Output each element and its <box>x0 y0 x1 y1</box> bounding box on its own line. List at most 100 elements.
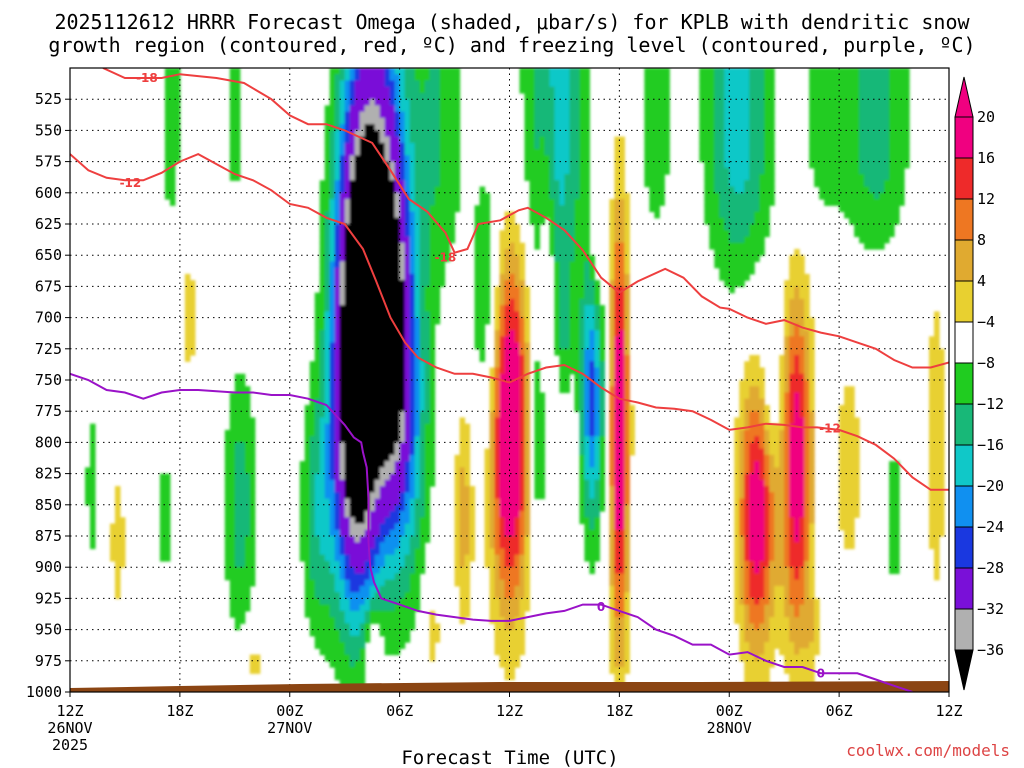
omega-cell <box>349 199 356 206</box>
omega-cell <box>899 111 905 119</box>
omega-cell <box>749 224 755 231</box>
omega-cell <box>384 174 391 181</box>
omega-cell <box>564 367 571 375</box>
omega-cell <box>374 398 381 406</box>
omega-cell <box>454 105 461 113</box>
omega-cell <box>929 404 935 412</box>
omega-cell <box>414 124 421 131</box>
omega-cell <box>474 298 481 306</box>
omega-cell <box>729 242 735 250</box>
omega-cell <box>349 486 356 493</box>
omega-cell <box>504 436 511 443</box>
omega-cell <box>514 448 521 456</box>
omega-cell <box>589 404 595 412</box>
omega-cell <box>539 180 546 188</box>
omega-cell <box>314 305 321 312</box>
omega-cell <box>594 280 600 287</box>
omega-cell <box>444 255 451 263</box>
omega-cell <box>374 167 381 175</box>
omega-cell <box>769 167 775 175</box>
omega-cell <box>754 392 760 400</box>
omega-cell <box>354 136 361 144</box>
omega-cell <box>499 311 506 319</box>
omega-cell <box>659 161 665 169</box>
omega-cell <box>814 68 820 75</box>
omega-cell <box>374 111 381 119</box>
omega-cell <box>769 448 775 456</box>
omega-cell <box>579 230 586 238</box>
omega-cell <box>584 92 590 100</box>
omega-cell <box>429 130 436 138</box>
omega-cell <box>514 311 521 319</box>
omega-cell <box>364 80 371 88</box>
omega-cell <box>364 74 371 82</box>
omega-cell <box>939 473 945 481</box>
omega-cell <box>844 199 850 206</box>
omega-cell <box>589 373 595 381</box>
omega-cell <box>864 217 870 225</box>
omega-cell <box>444 92 451 100</box>
omega-cell <box>574 255 581 263</box>
omega-cell <box>659 192 665 200</box>
omega-cell <box>594 373 600 381</box>
omega-cell <box>369 292 376 300</box>
omega-cell <box>514 436 521 443</box>
omega-cell <box>734 86 740 94</box>
omega-cell <box>419 155 426 163</box>
omega-cell <box>399 367 406 375</box>
omega-cell <box>339 323 346 331</box>
omega-cell <box>599 317 605 325</box>
omega-cell <box>314 386 321 394</box>
omega-cell <box>714 142 720 150</box>
omega-cell <box>554 130 561 138</box>
omega-cell <box>404 479 411 487</box>
omega-cell <box>494 486 501 493</box>
omega-cell <box>539 174 546 181</box>
omega-cell <box>934 398 940 406</box>
omega-cell <box>934 411 940 419</box>
omega-cell <box>704 111 710 119</box>
omega-cell <box>559 380 566 387</box>
omega-cell <box>434 255 441 263</box>
omega-cell <box>654 155 660 163</box>
omega-cell <box>429 423 436 431</box>
omega-cell <box>564 336 571 344</box>
omega-cell <box>859 155 865 163</box>
omega-cell <box>359 192 366 200</box>
omega-cell <box>849 442 855 450</box>
omega-cell <box>619 267 625 275</box>
omega-cell <box>624 361 630 369</box>
omega-cell <box>794 373 800 381</box>
omega-cell <box>384 454 391 462</box>
omega-cell <box>754 255 760 263</box>
omega-cell <box>754 149 760 156</box>
omega-cell <box>534 117 541 125</box>
omega-cell <box>654 174 660 181</box>
omega-cell <box>879 142 885 150</box>
omega-cell <box>939 417 945 425</box>
omega-cell <box>334 398 341 406</box>
omega-cell <box>309 454 316 462</box>
omega-cell <box>354 180 361 188</box>
omega-cell <box>619 211 625 219</box>
omega-cell <box>739 386 745 394</box>
omega-cell <box>484 217 491 225</box>
omega-cell <box>324 267 331 275</box>
omega-cell <box>349 155 356 163</box>
omega-cell <box>529 74 536 82</box>
omega-cell <box>794 248 800 256</box>
omega-cell <box>234 442 241 450</box>
omega-cell <box>729 286 735 294</box>
omega-cell <box>814 167 820 175</box>
omega-cell <box>939 467 945 475</box>
omega-cell <box>479 273 486 281</box>
omega-cell <box>369 280 376 287</box>
omega-cell <box>754 192 760 200</box>
omega-cell <box>804 317 810 325</box>
omega-cell <box>404 473 411 481</box>
omega-cell <box>369 211 376 219</box>
omega-cell <box>809 386 815 394</box>
omega-cell <box>934 461 940 468</box>
omega-cell <box>814 124 820 131</box>
omega-cell <box>539 111 546 119</box>
